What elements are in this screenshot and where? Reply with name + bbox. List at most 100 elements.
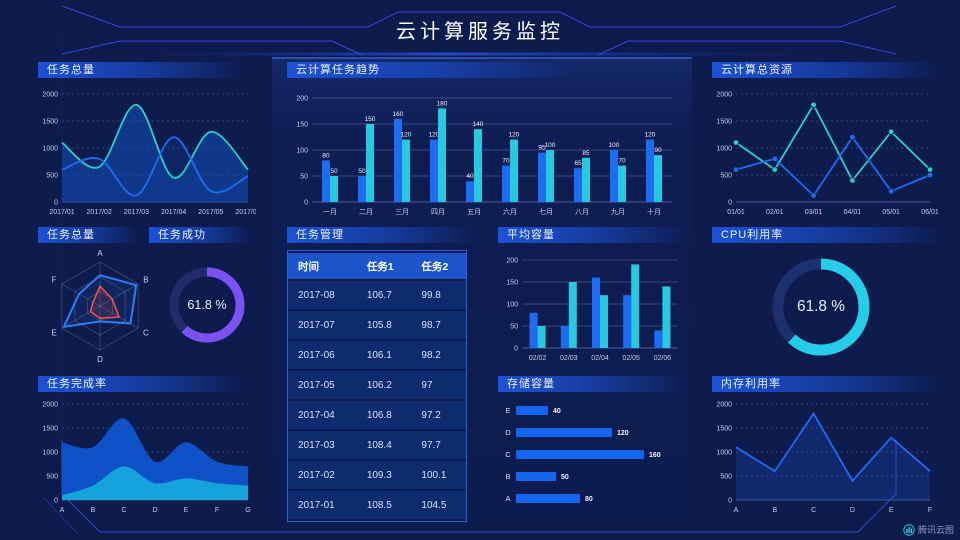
table-row: 2017-08 106.7 99.8 [288, 281, 466, 309]
table-cell: 106.2 [356, 371, 412, 399]
svg-text:0: 0 [728, 200, 732, 207]
svg-text:1500: 1500 [42, 426, 58, 433]
table-cell: 98.7 [411, 311, 466, 339]
svg-text:04/01: 04/01 [844, 209, 862, 216]
svg-text:50: 50 [510, 324, 518, 331]
svg-text:40: 40 [466, 173, 474, 180]
chart-canvas: A B C D E F [51, 249, 149, 364]
table-cell: 2017-07 [288, 311, 357, 339]
svg-text:F: F [215, 507, 219, 514]
table-header-cell: 任务2 [411, 253, 466, 279]
cpu-gauge: 61.8 % [766, 252, 876, 362]
table-header-row: 时间 任务1 任务2 [288, 253, 466, 279]
table-cell: 97 [411, 371, 466, 399]
table-cell: 104.5 [411, 491, 466, 519]
svg-text:0: 0 [304, 200, 308, 207]
panel-header-avg-capacity: 平均容量 [498, 227, 687, 243]
svg-text:1000: 1000 [42, 450, 58, 457]
panel-header-task-mgmt: 任务管理 [287, 227, 476, 243]
chart-canvas: 61.8 % [772, 258, 870, 356]
table-cell: 100.1 [411, 461, 466, 489]
table-cell: 108.4 [356, 431, 412, 459]
svg-text:E: E [505, 406, 510, 415]
table-cell: 2017-02 [288, 461, 357, 489]
table-cell: 106.7 [356, 281, 412, 309]
svg-text:120: 120 [429, 132, 440, 139]
table-cell: 97.2 [411, 401, 466, 429]
svg-text:01/01: 01/01 [727, 209, 745, 216]
table-header-cell: 时间 [288, 253, 357, 279]
svg-text:100: 100 [296, 148, 308, 155]
table-cell: 2017-05 [288, 371, 357, 399]
svg-text:50: 50 [300, 174, 308, 181]
svg-text:A: A [505, 494, 510, 503]
svg-text:85: 85 [582, 150, 590, 157]
svg-text:2017/04: 2017/04 [161, 209, 186, 216]
table-cell: 2017-01 [288, 491, 357, 519]
watermark: 腾讯云图 [903, 523, 954, 536]
svg-text:D: D [97, 355, 103, 364]
svg-text:B: B [91, 507, 96, 514]
svg-text:1500: 1500 [716, 426, 732, 433]
task-table: 时间 任务1 任务2 2017-08 106.7 99.8 2017-07 105.8 98.7… [287, 250, 467, 522]
table-cell: 106.1 [356, 341, 412, 369]
svg-text:C: C [811, 507, 816, 514]
svg-text:150: 150 [365, 116, 376, 123]
task-total-chart: 0 500 1000 1500 2000 2017/01 2017/02 2017/03 201… [32, 84, 260, 218]
svg-text:1000: 1000 [42, 146, 58, 153]
table-row: 2017-03 108.4 97.7 [288, 431, 466, 459]
svg-text:05/01: 05/01 [882, 209, 900, 216]
svg-text:E: E [184, 507, 189, 514]
table-cell: 97.7 [411, 431, 466, 459]
svg-text:F: F [928, 507, 932, 514]
memory-line-chart: 0 500 1000 1500 2000 A B C D E F [706, 394, 938, 516]
svg-text:180: 180 [437, 100, 448, 107]
panel-header-trend: 云计算任务趋势 [287, 62, 574, 78]
svg-text:D: D [152, 507, 157, 514]
svg-text:四月: 四月 [431, 208, 445, 216]
table-row: 2017-06 106.1 98.2 [288, 341, 466, 369]
svg-text:2017/01: 2017/01 [49, 209, 74, 216]
svg-text:150: 150 [506, 280, 518, 287]
svg-text:100: 100 [545, 142, 556, 149]
svg-text:1500: 1500 [42, 119, 58, 126]
svg-text:100: 100 [506, 302, 518, 309]
svg-text:八月: 八月 [575, 208, 589, 216]
panel-header-memory: 内存利用率 [712, 376, 943, 392]
svg-text:0: 0 [728, 498, 732, 505]
chart-canvas: 0 500 1000 1500 2000 A B C D E F G [42, 402, 250, 515]
svg-text:500: 500 [46, 474, 58, 481]
chart-canvas: 0 50 100 150 200 80 50 160 120 40 70 95 65 100 120 50 15… [296, 96, 672, 216]
completion-area-chart: 0 500 1000 1500 2000 A B C D E F G [32, 394, 256, 516]
resources-line-chart: 0 500 1000 1500 2000 01/01 02/01 03/01 04/01 05/0… [706, 84, 938, 218]
table-row: 2017-01 108.5 104.5 [288, 491, 466, 519]
svg-text:六月: 六月 [503, 207, 517, 216]
avg-capacity-chart: 0 50 100 150 200 02/02 02/03 02/04 02/05 02/06 [492, 246, 686, 364]
chart-canvas: 0 50 100 150 200 02/02 02/03 02/04 02/05 02/06 [506, 258, 678, 362]
svg-text:B: B [505, 472, 510, 481]
chart-canvas: 61.8 % [169, 267, 245, 343]
table-cell: 109.3 [356, 461, 412, 489]
svg-text:200: 200 [296, 96, 308, 103]
table-row: 2017-02 109.3 100.1 [288, 461, 466, 489]
svg-text:2017/06: 2017/06 [235, 209, 256, 216]
svg-text:160: 160 [393, 111, 404, 118]
panel-header-cpu: CPU利用率 [712, 227, 943, 243]
svg-text:A: A [60, 507, 65, 514]
svg-text:D: D [850, 507, 855, 514]
svg-text:2000: 2000 [42, 402, 58, 409]
svg-text:120: 120 [401, 132, 412, 139]
svg-text:160: 160 [649, 452, 661, 459]
svg-text:B: B [772, 507, 777, 514]
svg-text:61.8 %: 61.8 % [187, 298, 226, 312]
svg-text:B: B [143, 276, 148, 285]
chart-canvas: E 40 D 120 C 160 B 50 A 80 [505, 406, 661, 503]
svg-text:2000: 2000 [42, 92, 58, 99]
task-success-gauge: 61.8 % [162, 260, 252, 350]
svg-text:五月: 五月 [467, 208, 481, 216]
chart-canvas: 0 500 1000 1500 2000 01/01 02/01 03/01 04/01 05/0… [716, 92, 938, 217]
svg-text:120: 120 [509, 132, 520, 139]
svg-text:02/01: 02/01 [766, 209, 784, 216]
table-row: 2017-05 106.2 97 [288, 371, 466, 399]
panel-header-task-radar: 任务总量 [38, 227, 139, 243]
